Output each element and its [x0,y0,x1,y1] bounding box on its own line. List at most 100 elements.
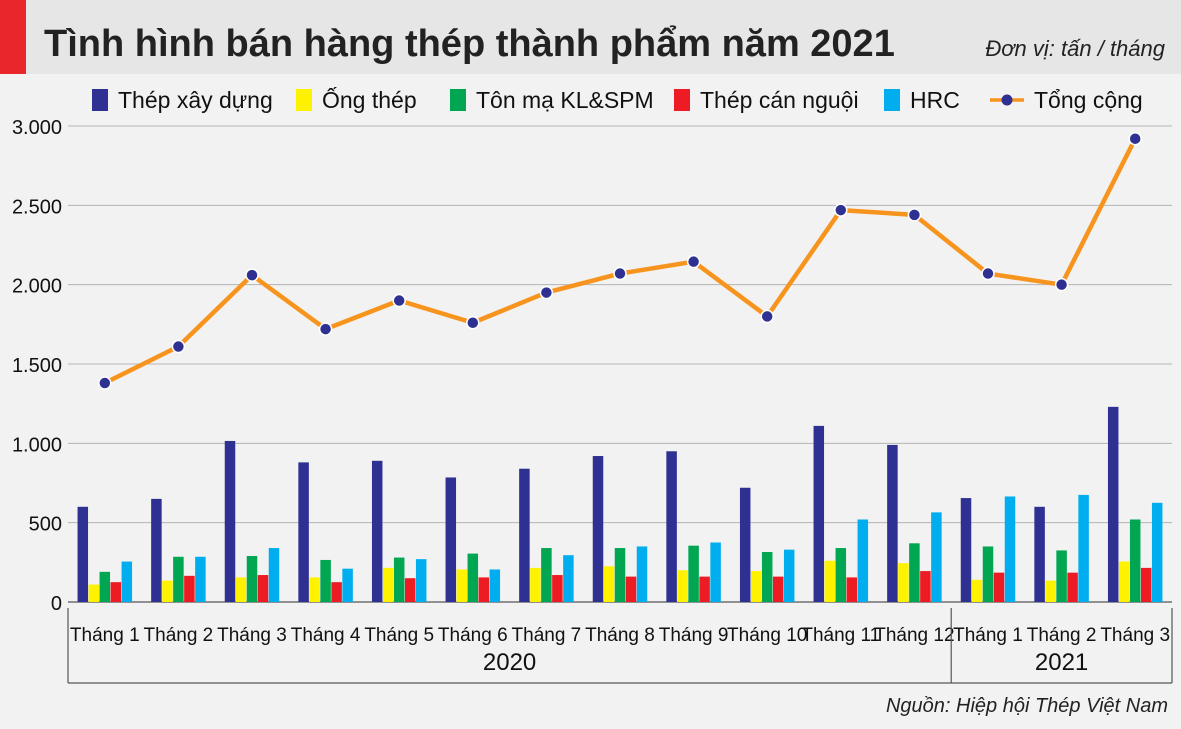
bar [960,498,972,602]
bar [666,451,677,602]
bar [173,556,184,602]
bar [688,545,699,602]
bar [331,582,342,602]
bar [1067,572,1078,602]
source-note: Nguồn: Hiệp hội Thép Việt Nam [886,695,1168,717]
bar [772,576,784,602]
x-category-label: Tháng 10 [727,625,807,646]
total-point [392,293,406,308]
bar [563,555,574,602]
bar [1056,550,1067,602]
bar [1045,580,1056,602]
bar [1151,502,1163,602]
bar [1004,496,1016,602]
legend-swatch [884,89,900,111]
bar [931,512,942,602]
bar [151,498,162,602]
bar [993,572,1005,602]
y-axis: 0 500 1.000 1.500 2.000 2.500 3.000 [12,117,62,615]
bar [456,569,468,602]
bar [184,575,195,602]
total-series-line [103,137,1138,386]
bar [1078,494,1089,602]
legend-swatch [450,89,466,111]
bar [110,582,122,602]
bar [99,571,111,602]
bar [77,506,89,602]
x-category-label: Tháng 8 [585,625,655,646]
x-category-label: Tháng 3 [1100,625,1170,646]
x-group-label: 2021 [1035,649,1088,676]
x-category-label: Tháng 7 [512,625,582,646]
total-point [834,203,848,217]
bar [393,557,405,602]
total-point [539,285,554,300]
bar [1034,506,1045,602]
y-tick-label: 3.000 [12,117,62,139]
x-group-label: 2020 [483,649,536,676]
x-axis: Tháng 1 Tháng 2 Tháng 3 Tháng 4 Tháng 5 Tháng… [67,608,1173,684]
bar [478,577,490,602]
bar [382,567,394,602]
bar [235,577,247,602]
x-category-label: Tháng 3 [217,625,287,646]
legend-label: Tôn mạ KL&SPM [476,87,654,113]
legend-swatch [92,89,108,111]
x-category-label: Tháng 4 [291,625,361,646]
bar [371,460,383,602]
x-category-label: Tháng 1 [70,625,140,646]
bar [309,577,320,602]
bar [783,549,795,602]
bar [246,555,258,602]
legend-swatch [296,89,312,111]
bar [257,575,269,602]
x-category-label: Tháng 9 [659,625,729,646]
bar [88,584,100,602]
x-category-label: Tháng 2 [1027,625,1097,646]
bar [467,553,479,602]
unit-label: Đơn vị: tấn / tháng [985,36,1165,61]
total-point [466,315,480,330]
bar [887,444,898,602]
total-point [981,266,995,281]
bar [592,456,604,602]
chart-title: Tình hình bán hàng thép thành phẩm năm 2… [44,23,895,65]
legend-swatch [674,89,690,111]
legend-marker [1001,94,1013,106]
bar [121,561,133,602]
x-category-label: Tháng 2 [144,625,214,646]
legend-label: Thép cán nguội [700,87,859,113]
bar [162,580,173,602]
bar [224,440,236,602]
bar [445,477,457,602]
bar [677,570,688,602]
bar [750,571,762,602]
title-band [26,0,1181,74]
x-category-label: Tháng 11 [801,625,880,646]
bar [920,571,931,602]
bar [614,548,626,602]
bar [530,567,541,602]
bar [625,576,637,602]
bar [415,559,427,602]
bar [195,556,206,602]
bar [824,560,836,602]
bar [1118,561,1130,602]
legend-label: Tổng cộng [1034,87,1143,113]
bar [1140,567,1152,602]
bar [603,566,615,602]
title-accent-bar [0,0,26,74]
total-point [907,208,922,222]
bar [857,519,869,602]
bar [320,559,331,602]
bar [268,548,280,602]
bar [710,542,721,602]
y-tick-label: 500 [29,514,62,536]
bar [541,548,552,602]
legend-label: Thép xây dựng [118,87,273,113]
y-tick-label: 2.500 [12,196,62,218]
bar [1107,406,1119,602]
total-point [171,339,186,354]
legend: Thép xây dựng Ống thép Tôn mạ KL&SPM Thép c… [92,86,1143,113]
